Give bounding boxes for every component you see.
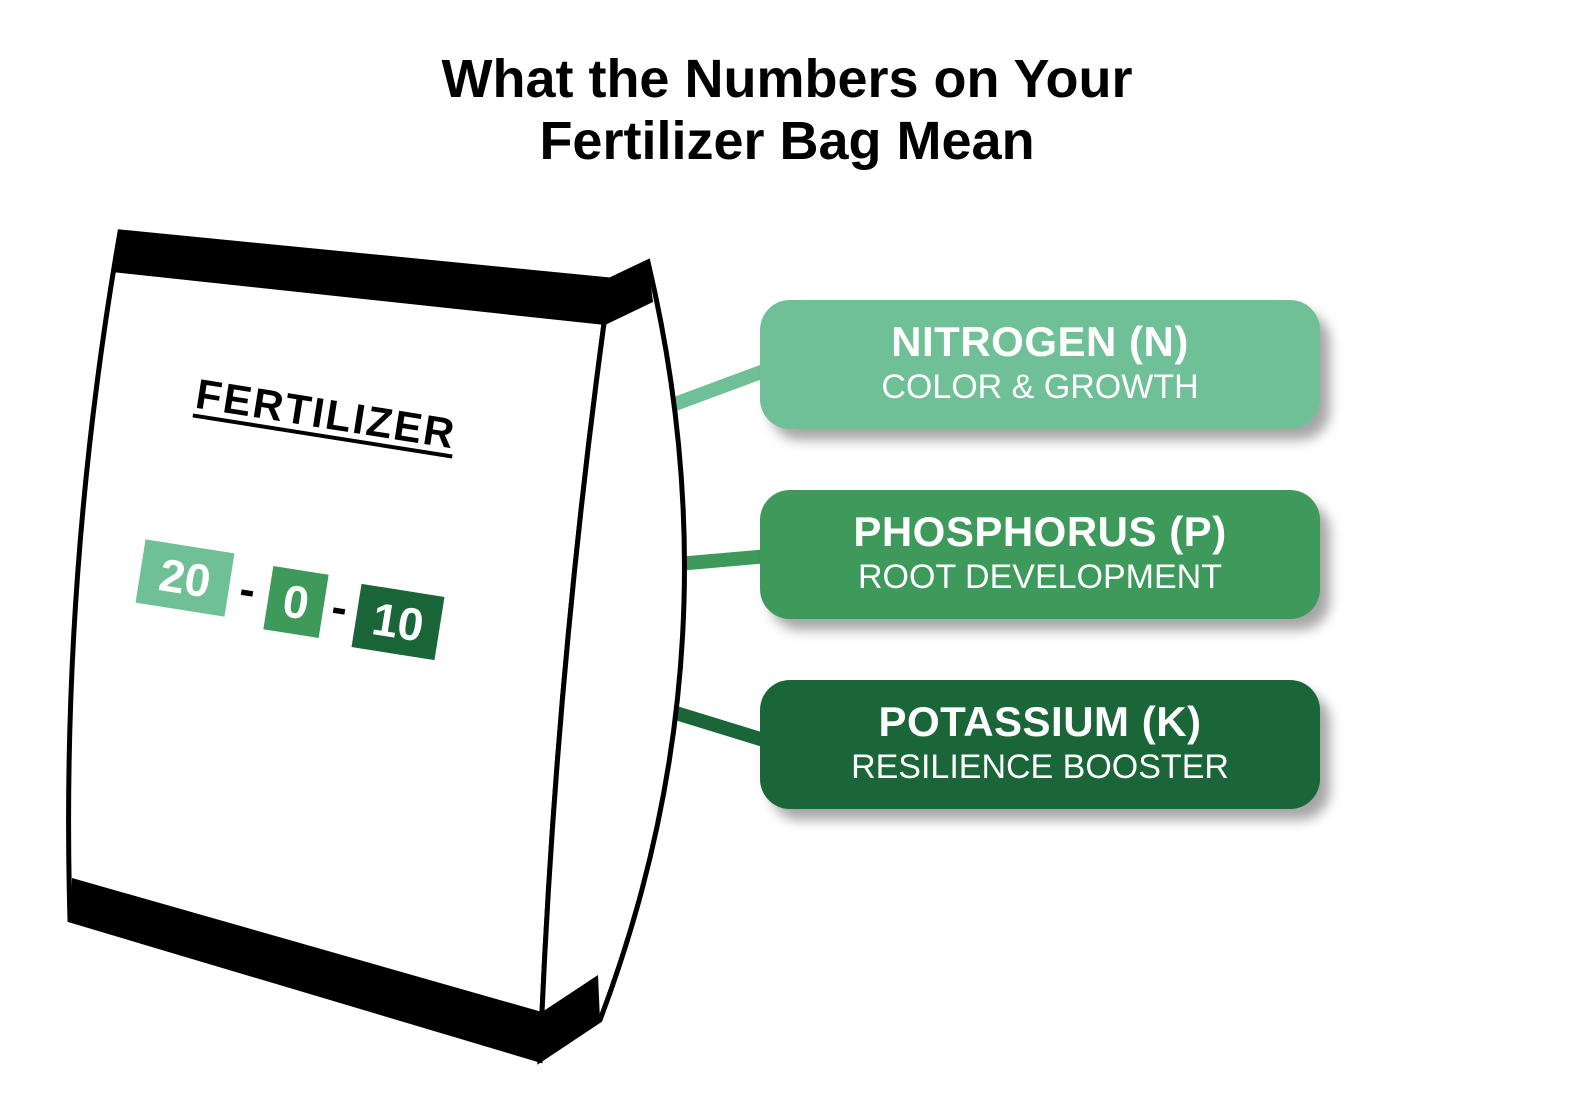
callout-potassium-sub: RESILIENCE BOOSTER [790,748,1290,787]
callout-phosphorus-title: PHOSPHORUS (P) [790,508,1290,556]
callout-phosphorus-sub: ROOT DEVELOPMENT [790,558,1290,597]
number-phosphorus: 0 [263,566,328,638]
callout-phosphorus: PHOSPHORUS (P) ROOT DEVELOPMENT [760,490,1320,619]
callout-potassium: POTASSIUM (K) RESILIENCE BOOSTER [760,680,1320,809]
callout-nitrogen: NITROGEN (N) COLOR & GROWTH [760,300,1320,429]
number-potassium: 10 [352,584,445,660]
number-nitrogen: 20 [136,539,235,616]
callout-potassium-title: POTASSIUM (K) [790,698,1290,746]
callout-nitrogen-title: NITROGEN (N) [790,318,1290,366]
callout-nitrogen-sub: COLOR & GROWTH [790,368,1290,407]
infographic-canvas: What the Numbers on Your Fertilizer Bag … [0,0,1574,1111]
